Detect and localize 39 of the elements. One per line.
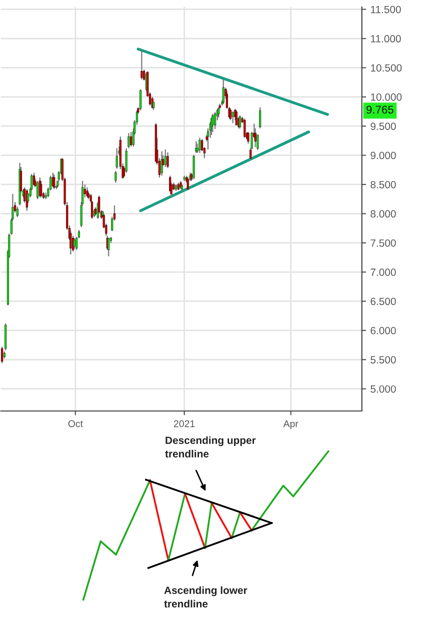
x-tick-label: Oct [68, 420, 83, 428]
y-tick-label: 7.000 [370, 268, 396, 276]
x-tick-label: 2021 [174, 420, 195, 428]
y-tick-label: 5.000 [370, 385, 396, 393]
candlestick [36, 180, 39, 200]
y-tick-label: 7.500 [370, 239, 396, 247]
candlestick [166, 152, 169, 169]
candlestick [140, 49, 143, 80]
candlestick [116, 148, 118, 170]
y-tick-label: 10.000 [370, 93, 402, 101]
text: Descending upper trendline [165, 436, 256, 458]
candlestick [164, 148, 166, 168]
candlestick [16, 206, 18, 218]
text: 9.765 [366, 106, 394, 114]
candlestick [0, 346, 4, 364]
y-tick-label: 11.000 [370, 35, 401, 42]
candlestick [214, 112, 216, 130]
candlestick [130, 131, 132, 148]
x-tick-label: Apr [283, 420, 298, 430]
y-tick-label: 8.500 [370, 180, 396, 188]
candlestick [222, 78, 224, 104]
candlestick [192, 154, 195, 180]
candlestick [232, 112, 234, 124]
y-tick-label: 10.500 [370, 64, 402, 72]
candlestick [259, 106, 262, 129]
y-tick-label: 11.500 [370, 6, 401, 14]
candlestick [139, 88, 142, 111]
candlestick [128, 132, 130, 149]
y-tick-label: 6.500 [370, 298, 396, 306]
text: Ascending lower trendline [164, 586, 248, 608]
y-tick-label: 8.000 [370, 210, 396, 218]
y-tick-label: 9.500 [370, 122, 396, 130]
candlestick [198, 137, 201, 154]
candlestick [4, 322, 7, 351]
y-tick-label: 5.500 [370, 356, 396, 364]
y-tick-label: 9.000 [370, 152, 396, 160]
candlestick [114, 170, 117, 184]
candlestick [86, 186, 88, 198]
y-tick-label: 6.000 [370, 326, 396, 334]
